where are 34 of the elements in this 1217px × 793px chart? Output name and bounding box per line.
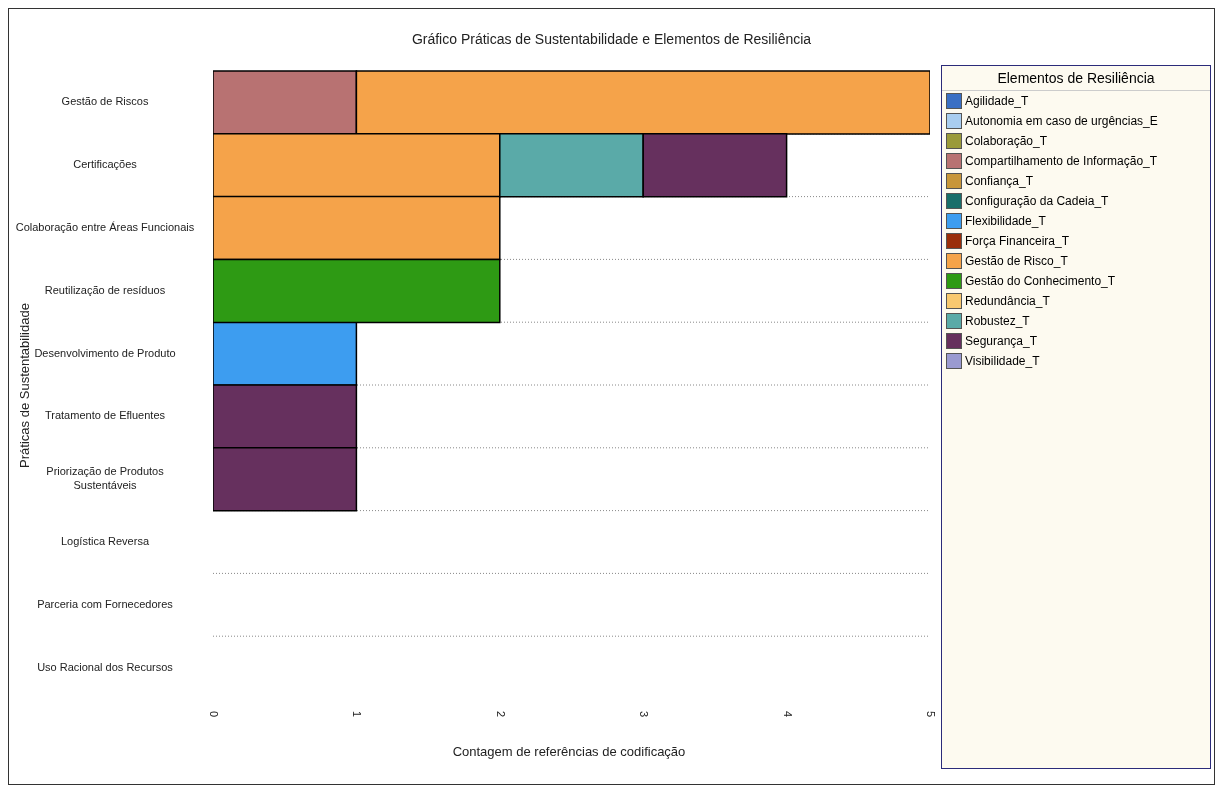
legend-label: Autonomia em caso de urgências_E <box>965 114 1158 128</box>
y-tick-label: Gestão de Riscos <box>61 95 149 108</box>
legend-title: Elementos de Resiliência <box>942 66 1210 91</box>
legend-label: Robustez_T <box>965 314 1030 328</box>
legend-label: Colaboração_T <box>965 134 1048 148</box>
legend-label: Gestão de Risco_T <box>965 254 1068 268</box>
x-tick-label: 3 <box>638 711 651 718</box>
legend-label: Agilidade_T <box>965 94 1029 108</box>
y-tick-label: Parceria com Fornecedores <box>37 597 174 610</box>
legend-label: Gestão do Conhecimento_T <box>965 274 1116 288</box>
y-tick-label: Priorização de Produtos Sustentáveis <box>46 465 165 492</box>
y-axis-title: Práticas de Sustentabilidade <box>16 302 32 468</box>
y-tick-label: Desenvolvimento de Produto <box>34 346 176 359</box>
x-tick-label: 5 <box>925 711 938 718</box>
y-tick-label: Colaboração entre Áreas Funcionais <box>15 220 195 233</box>
x-tick-label: 1 <box>351 711 364 718</box>
legend-label: Redundância_T <box>965 294 1050 308</box>
y-tick-label: Tratamento de Efluentes <box>44 409 166 422</box>
legend-label: Compartilhamento de Informação_T <box>965 154 1158 168</box>
legend-label: Visibilidade_T <box>965 354 1040 368</box>
chart-title: Gráfico Práticas de Sustentabilidade e Elementos de Resiliência <box>410 31 813 47</box>
legend-label: Força Financeira_T <box>965 234 1070 248</box>
y-tick-label: Uso Racional dos Recursos <box>37 660 174 673</box>
y-tick-label: Reutilização de resíduos <box>44 283 166 296</box>
y-tick-label: Certificações <box>73 158 138 171</box>
x-tick-label: 2 <box>494 711 507 718</box>
legend-label: Flexibilidade_T <box>965 214 1046 228</box>
legend-label: Segurança_T <box>965 334 1038 348</box>
x-tick-label: 0 <box>208 711 221 718</box>
x-axis-title: Contagem de referências de codificação <box>451 744 687 759</box>
y-tick-label: Logística Reversa <box>60 534 150 547</box>
x-tick-label: 4 <box>781 711 794 718</box>
legend-label: Confiança_T <box>965 174 1034 188</box>
legend-label: Configuração da Cadeia_T <box>965 194 1109 208</box>
